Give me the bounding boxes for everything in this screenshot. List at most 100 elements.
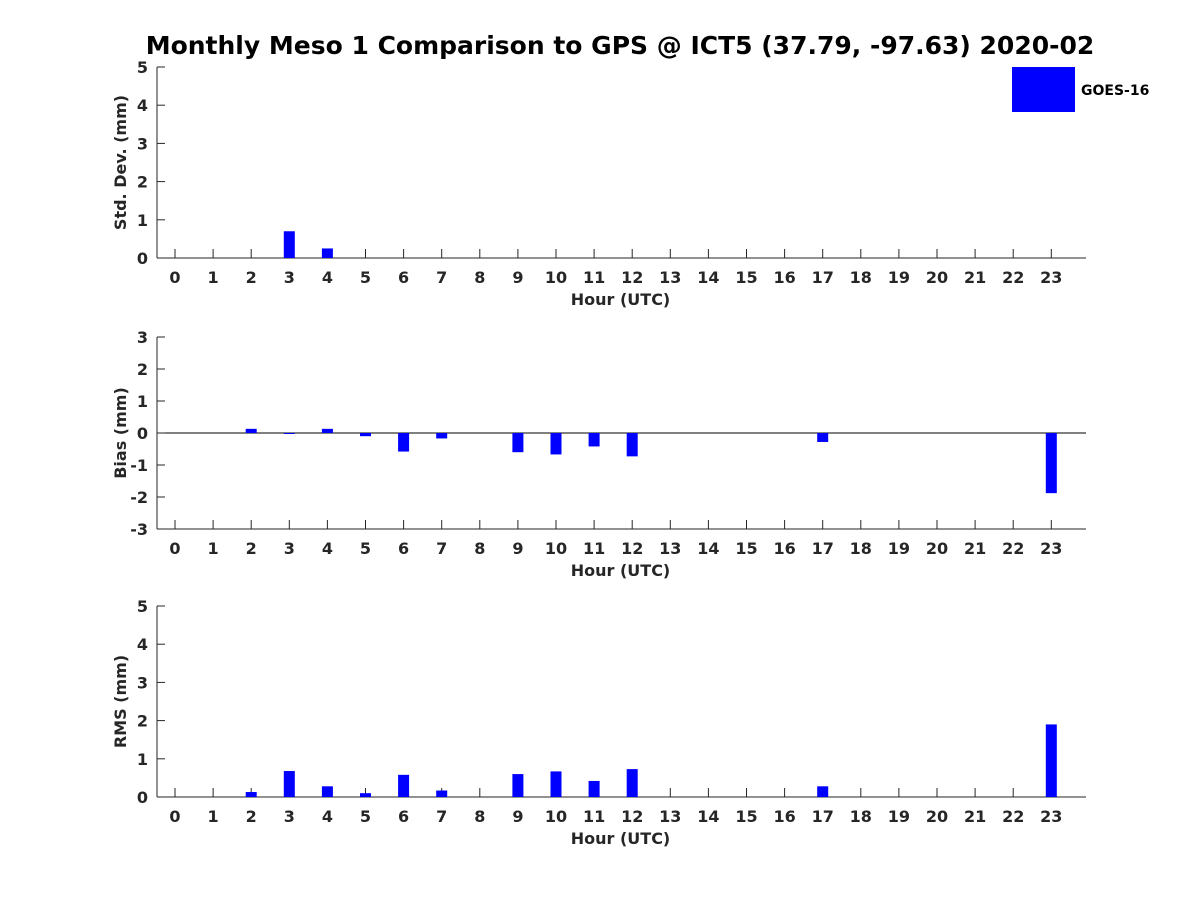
y-tick-label: 4	[137, 635, 148, 654]
x-tick-label: 9	[512, 807, 523, 826]
bar	[283, 771, 295, 797]
x-tick-label: 21	[964, 539, 986, 558]
x-tick-label: 21	[964, 268, 986, 287]
y-tick-label: 2	[137, 712, 148, 731]
x-tick-label: 23	[1040, 807, 1062, 826]
y-tick-label: -2	[130, 488, 148, 507]
x-tick-label: 3	[284, 539, 295, 558]
x-tick-label: 10	[545, 807, 567, 826]
y-tick-label: 0	[137, 424, 148, 443]
y-tick-label: 2	[137, 360, 148, 379]
bar	[588, 433, 600, 447]
bar	[398, 774, 410, 797]
x-axis-label: Hour (UTC)	[571, 829, 671, 848]
x-tick-label: 22	[1002, 268, 1024, 287]
bar	[550, 433, 562, 455]
x-tick-label: 19	[888, 268, 910, 287]
y-tick-label: 0	[137, 249, 148, 268]
x-tick-label: 13	[659, 539, 681, 558]
y-tick-label: 2	[137, 173, 148, 192]
bar	[436, 433, 448, 439]
bar	[283, 433, 295, 434]
x-tick-label: 18	[850, 539, 872, 558]
x-tick-label: 18	[850, 268, 872, 287]
bar	[245, 428, 257, 433]
x-tick-label: 1	[208, 539, 219, 558]
bar	[436, 790, 448, 797]
y-axis-label: Std. Dev. (mm)	[111, 95, 130, 230]
y-tick-label: -3	[130, 520, 148, 539]
x-tick-label: 22	[1002, 539, 1024, 558]
bar	[283, 231, 295, 258]
bar	[817, 786, 829, 797]
x-tick-label: 7	[436, 539, 447, 558]
x-tick-label: 12	[621, 268, 643, 287]
x-tick-label: 10	[545, 539, 567, 558]
x-tick-label: 8	[474, 268, 485, 287]
x-tick-label: 23	[1040, 268, 1062, 287]
y-tick-label: 3	[137, 328, 148, 347]
x-tick-label: 17	[812, 539, 834, 558]
x-tick-label: 15	[735, 268, 757, 287]
x-axis-label: Hour (UTC)	[571, 290, 671, 309]
x-tick-label: 12	[621, 539, 643, 558]
bar	[360, 793, 371, 797]
x-tick-label: 3	[284, 268, 295, 287]
x-tick-label: 2	[246, 807, 257, 826]
x-tick-label: 0	[169, 807, 180, 826]
bar	[1045, 724, 1057, 797]
x-tick-label: 16	[773, 539, 795, 558]
x-tick-label: 4	[322, 268, 333, 287]
x-tick-label: 17	[812, 268, 834, 287]
bar	[626, 433, 638, 457]
y-tick-label: 4	[137, 96, 148, 115]
chart-title: Monthly Meso 1 Comparison to GPS @ ICT5 …	[146, 31, 1095, 60]
x-tick-label: 2	[246, 268, 257, 287]
x-tick-label: 15	[735, 807, 757, 826]
x-tick-label: 0	[169, 268, 180, 287]
bar	[626, 769, 638, 797]
bar	[360, 433, 371, 437]
y-tick-label: 0	[137, 788, 148, 807]
bar	[321, 428, 333, 433]
x-tick-label: 6	[398, 807, 409, 826]
x-tick-label: 1	[208, 268, 219, 287]
bar	[588, 780, 600, 797]
legend-swatch	[1012, 67, 1075, 112]
bar	[398, 433, 410, 452]
y-tick-label: 1	[137, 392, 148, 411]
x-tick-label: 5	[360, 807, 371, 826]
x-tick-label: 21	[964, 807, 986, 826]
x-tick-label: 7	[436, 807, 447, 826]
bar	[550, 771, 562, 797]
bar	[245, 792, 257, 797]
x-tick-label: 15	[735, 539, 757, 558]
x-tick-label: 19	[888, 807, 910, 826]
x-tick-label: 7	[436, 268, 447, 287]
x-tick-label: 20	[926, 539, 948, 558]
y-axis-label: RMS (mm)	[111, 655, 130, 748]
x-tick-label: 13	[659, 268, 681, 287]
y-tick-label: -1	[130, 456, 148, 475]
x-tick-label: 6	[398, 539, 409, 558]
x-tick-label: 9	[512, 268, 523, 287]
x-tick-label: 14	[697, 539, 719, 558]
x-tick-label: 5	[360, 268, 371, 287]
y-tick-label: 1	[137, 211, 148, 230]
bar	[512, 774, 524, 797]
bar	[512, 433, 524, 453]
x-tick-label: 19	[888, 539, 910, 558]
x-tick-label: 20	[926, 807, 948, 826]
bar	[321, 786, 333, 797]
x-tick-label: 17	[812, 807, 834, 826]
x-tick-label: 11	[583, 268, 605, 287]
x-tick-label: 1	[208, 807, 219, 826]
x-tick-label: 23	[1040, 539, 1062, 558]
x-tick-label: 16	[773, 807, 795, 826]
bar	[1045, 433, 1057, 494]
bar	[817, 433, 829, 442]
